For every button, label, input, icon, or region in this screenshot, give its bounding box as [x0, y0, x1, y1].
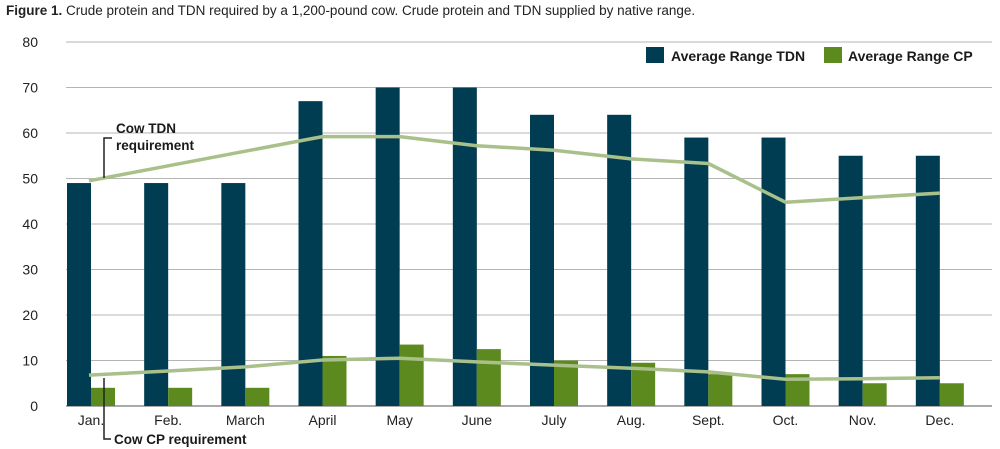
y-tick-label: 50: [22, 171, 38, 187]
cp-bar: [322, 355, 347, 406]
grid-lines: [66, 41, 992, 407]
x-tick-label: Oct.: [773, 412, 799, 428]
tdn-bar: [375, 87, 400, 406]
x-tick-label: April: [308, 412, 336, 428]
cp-bar: [476, 349, 501, 406]
cp-bar: [708, 374, 733, 406]
y-tick-label: 40: [22, 216, 38, 232]
x-axis-ticks: Jan. Feb. March April May June July Aug. Sept. Oc…: [78, 412, 954, 428]
legend-label-cp: Average Range CP: [848, 48, 973, 64]
y-tick-label: 60: [22, 125, 38, 141]
annotation-tdn-line2: requirement: [116, 138, 195, 153]
legend-swatch-tdn: [646, 47, 664, 63]
annotation-cp-label: Cow CP requirement: [114, 432, 247, 447]
figure-caption-text: Crude protein and TDN required by a 1,20…: [66, 3, 696, 18]
tdn-bar: [838, 155, 863, 406]
tdn-bar: [67, 183, 91, 406]
cp-bar: [399, 344, 424, 406]
x-tick-label: June: [462, 412, 493, 428]
annotation-tdn-line1: Cow TDN: [116, 121, 176, 136]
legend-label-tdn: Average Range TDN: [671, 48, 805, 64]
legend: Average Range TDN Average Range CP: [646, 47, 973, 64]
x-tick-label: Feb.: [154, 412, 182, 428]
annotation-cp-leader: [103, 378, 111, 440]
tdn-bar: [684, 137, 709, 407]
x-tick-label: Jan.: [78, 412, 104, 428]
x-tick-label: March: [226, 412, 265, 428]
cp-bar: [862, 383, 887, 406]
tdn-requirement-line: [88, 134, 940, 204]
requirement-lines: [88, 134, 940, 381]
bars: [67, 87, 964, 407]
tdn-bar: [607, 114, 632, 407]
cp-requirement-line: [88, 356, 940, 381]
y-tick-label: 80: [22, 34, 38, 50]
y-axis-ticks: 0 10 20 30 40 50 60 70 80: [22, 34, 38, 414]
tdn-bar: [530, 114, 554, 407]
cp-bar: [554, 360, 578, 406]
cp-bar: [91, 387, 115, 406]
x-tick-label: Nov.: [849, 412, 877, 428]
x-tick-label: Sept.: [692, 412, 725, 428]
cp-bar: [245, 387, 270, 406]
tdn-bar: [452, 87, 477, 406]
x-tick-label: July: [542, 412, 567, 428]
y-tick-label: 20: [22, 307, 38, 323]
annotations: Cow TDN requirement Cow CP requirement: [103, 121, 247, 447]
x-tick-label: Aug.: [617, 412, 646, 428]
tdn-bar: [915, 155, 940, 406]
tdn-bar: [298, 101, 323, 407]
tdn-bar: [221, 183, 246, 406]
cp-bar: [939, 383, 964, 406]
y-tick-label: 30: [22, 262, 38, 278]
x-tick-label: May: [386, 412, 412, 428]
tdn-bar: [761, 137, 786, 407]
figure-label: Figure 1.: [6, 3, 63, 18]
y-tick-label: 0: [30, 398, 38, 414]
y-tick-label: 70: [22, 80, 38, 96]
y-tick-label: 10: [22, 353, 38, 369]
figure-caption: Figure 1. Crude protein and TDN required…: [6, 3, 695, 18]
tdn-bar: [144, 183, 169, 406]
x-tick-label: Dec.: [925, 412, 954, 428]
legend-swatch-cp: [824, 47, 842, 63]
cp-bar: [168, 387, 193, 406]
annotation-tdn-leader: [103, 137, 112, 178]
